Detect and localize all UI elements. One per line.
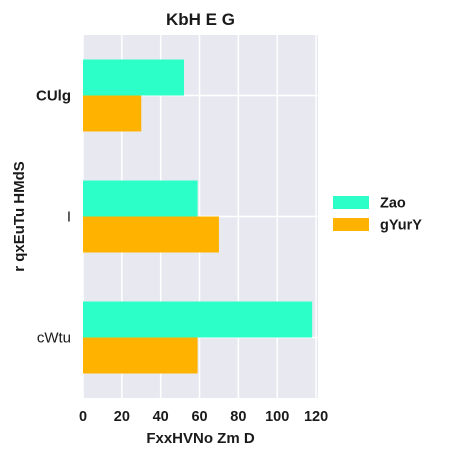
category-label: I xyxy=(67,209,71,226)
legend: Zao gYurY xyxy=(333,196,422,234)
category-label: cWtu xyxy=(37,330,71,347)
x-tick-label: 40 xyxy=(153,409,169,425)
x-tick-label: 120 xyxy=(304,409,328,425)
legend-swatch-gyury xyxy=(333,218,369,231)
legend-label-zao: Zao xyxy=(380,196,406,212)
x-axis-label: FxxHVNo Zm D xyxy=(146,430,255,447)
x-tick-label: 80 xyxy=(230,409,246,425)
bar-gyury-cwtu xyxy=(83,337,198,374)
x-tick-label: 0 xyxy=(79,409,87,425)
x-tick-label: 20 xyxy=(114,409,130,425)
category-label: CUlg xyxy=(36,88,71,105)
bar-zao-cwtu xyxy=(83,301,313,338)
bar-zao-i xyxy=(83,180,198,217)
x-tick-labels: 0 20 40 60 80 100 120 xyxy=(79,409,328,425)
y-axis-label: r qxEuTu HMdS xyxy=(11,161,28,272)
chart-title: KbH E G xyxy=(166,10,235,29)
x-tick-label: 100 xyxy=(265,409,289,425)
bars xyxy=(83,59,313,374)
bar-gyury-culg xyxy=(83,95,142,132)
legend-label-gyury: gYurY xyxy=(380,218,422,234)
bar-zao-culg xyxy=(83,59,184,96)
x-tick-label: 60 xyxy=(191,409,207,425)
legend-swatch-zao xyxy=(333,196,369,209)
bar-gyury-i xyxy=(83,216,219,253)
